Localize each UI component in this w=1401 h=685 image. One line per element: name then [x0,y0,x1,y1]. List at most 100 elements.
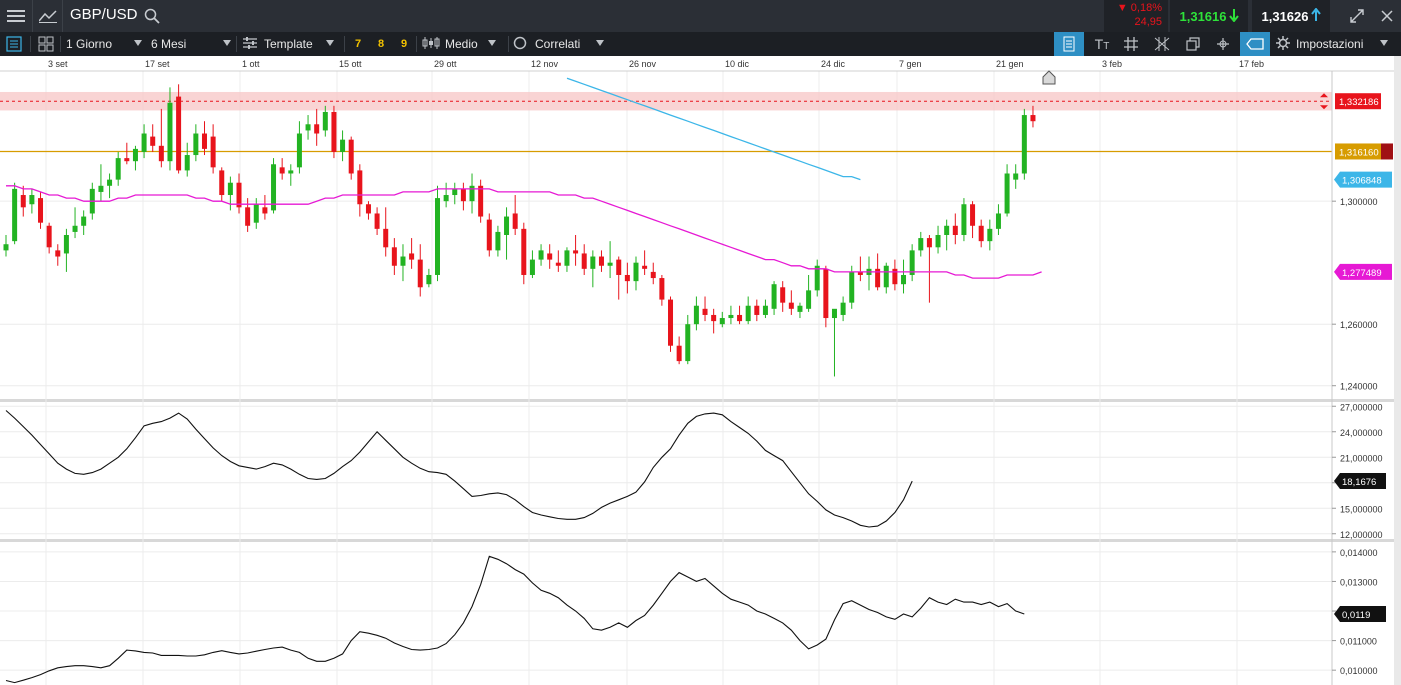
candle-body [555,262,561,266]
candle-body [702,308,708,315]
buy-button[interactable]: 1,31626 [1252,0,1330,32]
candle-body [72,225,78,232]
candle [668,296,674,352]
candle-body [357,170,363,205]
preset-9[interactable]: 9 [401,38,408,50]
candle-body [81,216,87,226]
indicator-label: Medio [445,37,478,51]
volatility-pane [5,410,913,528]
change-box: ▼ 0,18% 24,95 [1104,0,1168,32]
candle-body [107,179,113,186]
candle-body [564,250,570,266]
settings-chevron-down-icon[interactable] [1380,40,1388,46]
interval-select[interactable]: 1 Giorno [66,32,144,56]
x-tick-label: 29 ott [434,59,457,69]
candle [348,136,354,180]
candle [1030,105,1036,128]
atr-value-label-bg [1334,605,1386,622]
y-tick-label: 12,000000 [1340,530,1383,540]
candle [745,296,751,325]
ma-slow-price-label-text: 1,277489 [1342,268,1382,279]
sell-button[interactable]: 1,31616 [1170,0,1248,32]
candle-body [253,204,259,223]
settings-button[interactable]: Impostazioni [1276,32,1376,56]
pane-divider [0,539,1394,542]
font-button[interactable]: TT [1088,32,1116,56]
template-button[interactable]: Template [242,32,342,56]
candle-body [322,111,328,131]
candle-body [340,139,346,152]
candle [115,151,121,186]
template-chevron-down-icon[interactable] [326,40,334,46]
range-chevron-down-icon[interactable] [223,40,231,46]
menu-icon[interactable] [0,0,32,32]
candle [460,182,466,211]
layers-button[interactable] [1180,32,1206,56]
preset-8[interactable]: 8 [378,38,385,50]
candle-body [823,268,829,319]
text-size-toggle[interactable] [1054,32,1084,56]
candle [935,225,941,254]
candle-body [443,195,449,202]
candle-body [296,133,302,168]
ma-fast-line [566,77,861,181]
grid-button[interactable] [1118,32,1144,56]
candle-body [495,231,501,251]
candle-body [857,271,863,275]
font-tt-icon: TT [1094,36,1110,52]
expand-icon[interactable] [1344,0,1370,32]
candle [132,145,138,171]
interval-label: 1 Giorno [66,37,113,51]
candle [331,105,337,159]
chart-line-icon[interactable] [34,0,62,32]
symbol-label[interactable]: GBP/USD [70,6,138,23]
candle [952,213,958,245]
candle [995,204,1001,235]
volatility-value-label-bg [1334,473,1386,490]
candle-body [210,136,216,168]
candle [55,244,61,266]
candle [391,238,397,275]
search-icon[interactable] [142,6,162,26]
candle-body [348,139,354,174]
candle-body [676,345,682,362]
candle-body [935,235,941,248]
candle-body [452,188,458,196]
related-button[interactable]: Correlati [513,32,608,56]
candle-body [150,136,156,146]
candle-body [279,167,285,174]
range-select[interactable]: 6 Mesi [151,32,229,56]
current-price-flag [1381,143,1393,160]
candle-body [158,145,164,162]
related-chevron-down-icon[interactable] [596,40,604,46]
drawing-icon [1154,37,1170,51]
candle-body [788,302,794,309]
candle-body [650,271,656,279]
candle [400,244,406,282]
layout-icon[interactable] [34,32,58,56]
candle-body [98,185,104,192]
candle [926,235,932,303]
close-icon[interactable] [1374,0,1400,32]
candle-body [409,253,415,260]
candle [435,185,440,282]
candle [538,244,544,266]
indicator-button[interactable]: Medio [422,32,500,56]
candle-body [875,268,881,288]
event-marker-icon[interactable] [1042,70,1056,85]
candle-body [995,213,1001,229]
candle [443,182,449,208]
drawing-button[interactable] [1148,32,1176,56]
tag-toggle[interactable] [1240,32,1270,56]
list-icon[interactable] [2,32,26,56]
crosshair-button[interactable] [1210,32,1236,56]
candle [607,241,613,279]
candle-body [478,185,484,217]
indicator-chevron-down-icon[interactable] [488,40,496,46]
candle-body [771,284,777,309]
interval-chevron-down-icon[interactable] [134,40,142,46]
x-tick-label: 24 dic [821,59,846,69]
chart-area[interactable]: 3 set 17 set 1 ott 15 ott 29 ott 12 nov 26 nov… [0,56,1401,685]
candle [564,247,570,272]
preset-7[interactable]: 7 [355,38,362,50]
